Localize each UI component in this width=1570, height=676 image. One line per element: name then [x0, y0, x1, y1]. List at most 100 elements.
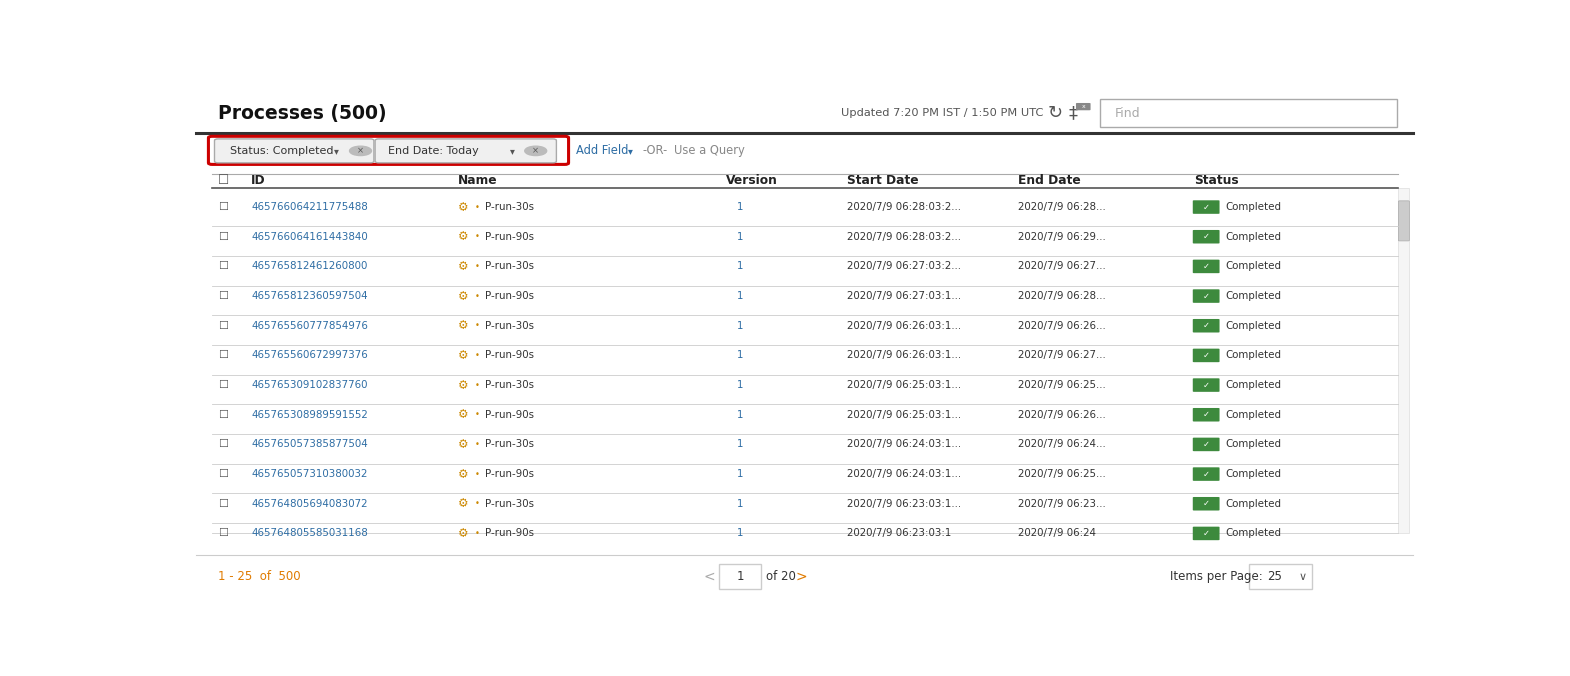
Text: 2020/7/9 06:25:03:1...: 2020/7/9 06:25:03:1... — [848, 410, 961, 420]
Text: ☐: ☐ — [218, 499, 228, 509]
Text: ×: × — [532, 147, 539, 155]
FancyBboxPatch shape — [1193, 467, 1220, 481]
Text: <: < — [703, 570, 716, 583]
Text: ✓: ✓ — [1203, 410, 1209, 419]
Text: ☐: ☐ — [218, 439, 228, 450]
Text: ⚙: ⚙ — [458, 468, 468, 481]
Text: ✓: ✓ — [1203, 529, 1209, 538]
Text: 2020/7/9 06:24:03:1...: 2020/7/9 06:24:03:1... — [848, 439, 961, 450]
Text: 465766064161443840: 465766064161443840 — [251, 232, 367, 242]
Text: 1: 1 — [736, 439, 743, 450]
Text: ⚙: ⚙ — [458, 319, 468, 332]
FancyBboxPatch shape — [1193, 260, 1220, 273]
FancyBboxPatch shape — [215, 139, 374, 163]
FancyBboxPatch shape — [1399, 201, 1410, 241]
Text: P-run-90s: P-run-90s — [485, 529, 534, 538]
Text: 1: 1 — [736, 232, 743, 242]
Text: 2020/7/9 06:28:03:2...: 2020/7/9 06:28:03:2... — [848, 232, 961, 242]
FancyBboxPatch shape — [1193, 379, 1220, 392]
Text: P-run-30s: P-run-30s — [485, 380, 534, 390]
Text: •: • — [474, 410, 480, 419]
Text: ⚙: ⚙ — [458, 260, 468, 273]
Text: 1 - 25  of  500: 1 - 25 of 500 — [218, 570, 301, 583]
Text: ✓: ✓ — [1203, 500, 1209, 508]
Text: 2020/7/9 06:24...: 2020/7/9 06:24... — [1017, 439, 1105, 450]
Text: 1: 1 — [736, 320, 743, 331]
Text: 1: 1 — [736, 350, 743, 360]
Text: Completed: Completed — [1226, 350, 1281, 360]
Text: 2020/7/9 06:23:03:1: 2020/7/9 06:23:03:1 — [848, 529, 951, 538]
Text: of 20: of 20 — [766, 570, 796, 583]
Text: ‡: ‡ — [1069, 104, 1077, 122]
Text: Completed: Completed — [1226, 469, 1281, 479]
FancyBboxPatch shape — [1193, 408, 1220, 422]
Text: 2020/7/9 06:25...: 2020/7/9 06:25... — [1017, 380, 1105, 390]
Text: 25: 25 — [1267, 570, 1281, 583]
Text: ⚙: ⚙ — [458, 498, 468, 510]
Text: 465765560777854976: 465765560777854976 — [251, 320, 367, 331]
Text: 2020/7/9 06:25...: 2020/7/9 06:25... — [1017, 469, 1105, 479]
Text: •: • — [474, 381, 480, 389]
Text: ☐: ☐ — [218, 291, 228, 301]
Text: 2020/7/9 06:26...: 2020/7/9 06:26... — [1017, 410, 1105, 420]
Circle shape — [350, 146, 372, 155]
FancyBboxPatch shape — [1193, 527, 1220, 540]
Text: ⚙: ⚙ — [458, 408, 468, 421]
Text: ✓: ✓ — [1203, 203, 1209, 212]
Text: •: • — [474, 203, 480, 212]
Text: Completed: Completed — [1226, 232, 1281, 242]
Text: ⚙: ⚙ — [458, 201, 468, 214]
Text: 465765057385877504: 465765057385877504 — [251, 439, 367, 450]
Text: 2020/7/9 06:24: 2020/7/9 06:24 — [1017, 529, 1096, 538]
Text: 2020/7/9 06:25:03:1...: 2020/7/9 06:25:03:1... — [848, 380, 961, 390]
Text: 2020/7/9 06:27...: 2020/7/9 06:27... — [1017, 350, 1105, 360]
Text: ☐: ☐ — [218, 469, 228, 479]
Text: •: • — [474, 470, 480, 479]
Text: 2020/7/9 06:28:03:2...: 2020/7/9 06:28:03:2... — [848, 202, 961, 212]
Text: ▾: ▾ — [510, 146, 515, 156]
FancyBboxPatch shape — [1193, 200, 1220, 214]
Text: ⚙: ⚙ — [458, 349, 468, 362]
Text: 2020/7/9 06:23...: 2020/7/9 06:23... — [1017, 499, 1105, 509]
Text: •: • — [474, 440, 480, 449]
Text: 465765057310380032: 465765057310380032 — [251, 469, 367, 479]
Text: ☐: ☐ — [218, 529, 228, 538]
Text: x: x — [1082, 104, 1085, 109]
Text: Updated 7:20 PM IST / 1:50 PM UTC: Updated 7:20 PM IST / 1:50 PM UTC — [842, 108, 1044, 118]
Text: •: • — [474, 529, 480, 538]
FancyBboxPatch shape — [1101, 99, 1397, 128]
Text: •: • — [474, 262, 480, 271]
Text: 2020/7/9 06:28...: 2020/7/9 06:28... — [1017, 202, 1105, 212]
Text: 1: 1 — [736, 202, 743, 212]
Text: ✓: ✓ — [1203, 262, 1209, 271]
Text: 465765812360597504: 465765812360597504 — [251, 291, 367, 301]
Text: ▾: ▾ — [628, 146, 633, 156]
Text: 1: 1 — [736, 410, 743, 420]
Text: 465765560672997376: 465765560672997376 — [251, 350, 367, 360]
Text: Version: Version — [725, 174, 777, 187]
Text: End Date: Today: End Date: Today — [388, 146, 479, 156]
FancyBboxPatch shape — [1193, 289, 1220, 303]
Text: Status: Status — [1193, 174, 1239, 187]
Text: 465764805694083072: 465764805694083072 — [251, 499, 367, 509]
Text: Completed: Completed — [1226, 202, 1281, 212]
Text: 465765308989591552: 465765308989591552 — [251, 410, 367, 420]
Text: 1: 1 — [736, 469, 743, 479]
Text: 1: 1 — [736, 262, 743, 271]
Text: •: • — [474, 500, 480, 508]
Text: 1: 1 — [736, 570, 744, 583]
Text: ID: ID — [251, 174, 265, 187]
Text: Items per Page:: Items per Page: — [1170, 570, 1262, 583]
Text: Name: Name — [458, 174, 498, 187]
Text: ✓: ✓ — [1203, 291, 1209, 301]
Text: ☐: ☐ — [218, 320, 228, 331]
Circle shape — [524, 146, 546, 155]
Text: 2020/7/9 06:27...: 2020/7/9 06:27... — [1017, 262, 1105, 271]
Text: P-run-90s: P-run-90s — [485, 469, 534, 479]
Text: Completed: Completed — [1226, 291, 1281, 301]
Text: •: • — [474, 233, 480, 241]
Text: •: • — [474, 351, 480, 360]
Text: ∨: ∨ — [1298, 572, 1306, 581]
Text: ▾: ▾ — [334, 146, 339, 156]
Text: ⚙: ⚙ — [458, 289, 468, 303]
